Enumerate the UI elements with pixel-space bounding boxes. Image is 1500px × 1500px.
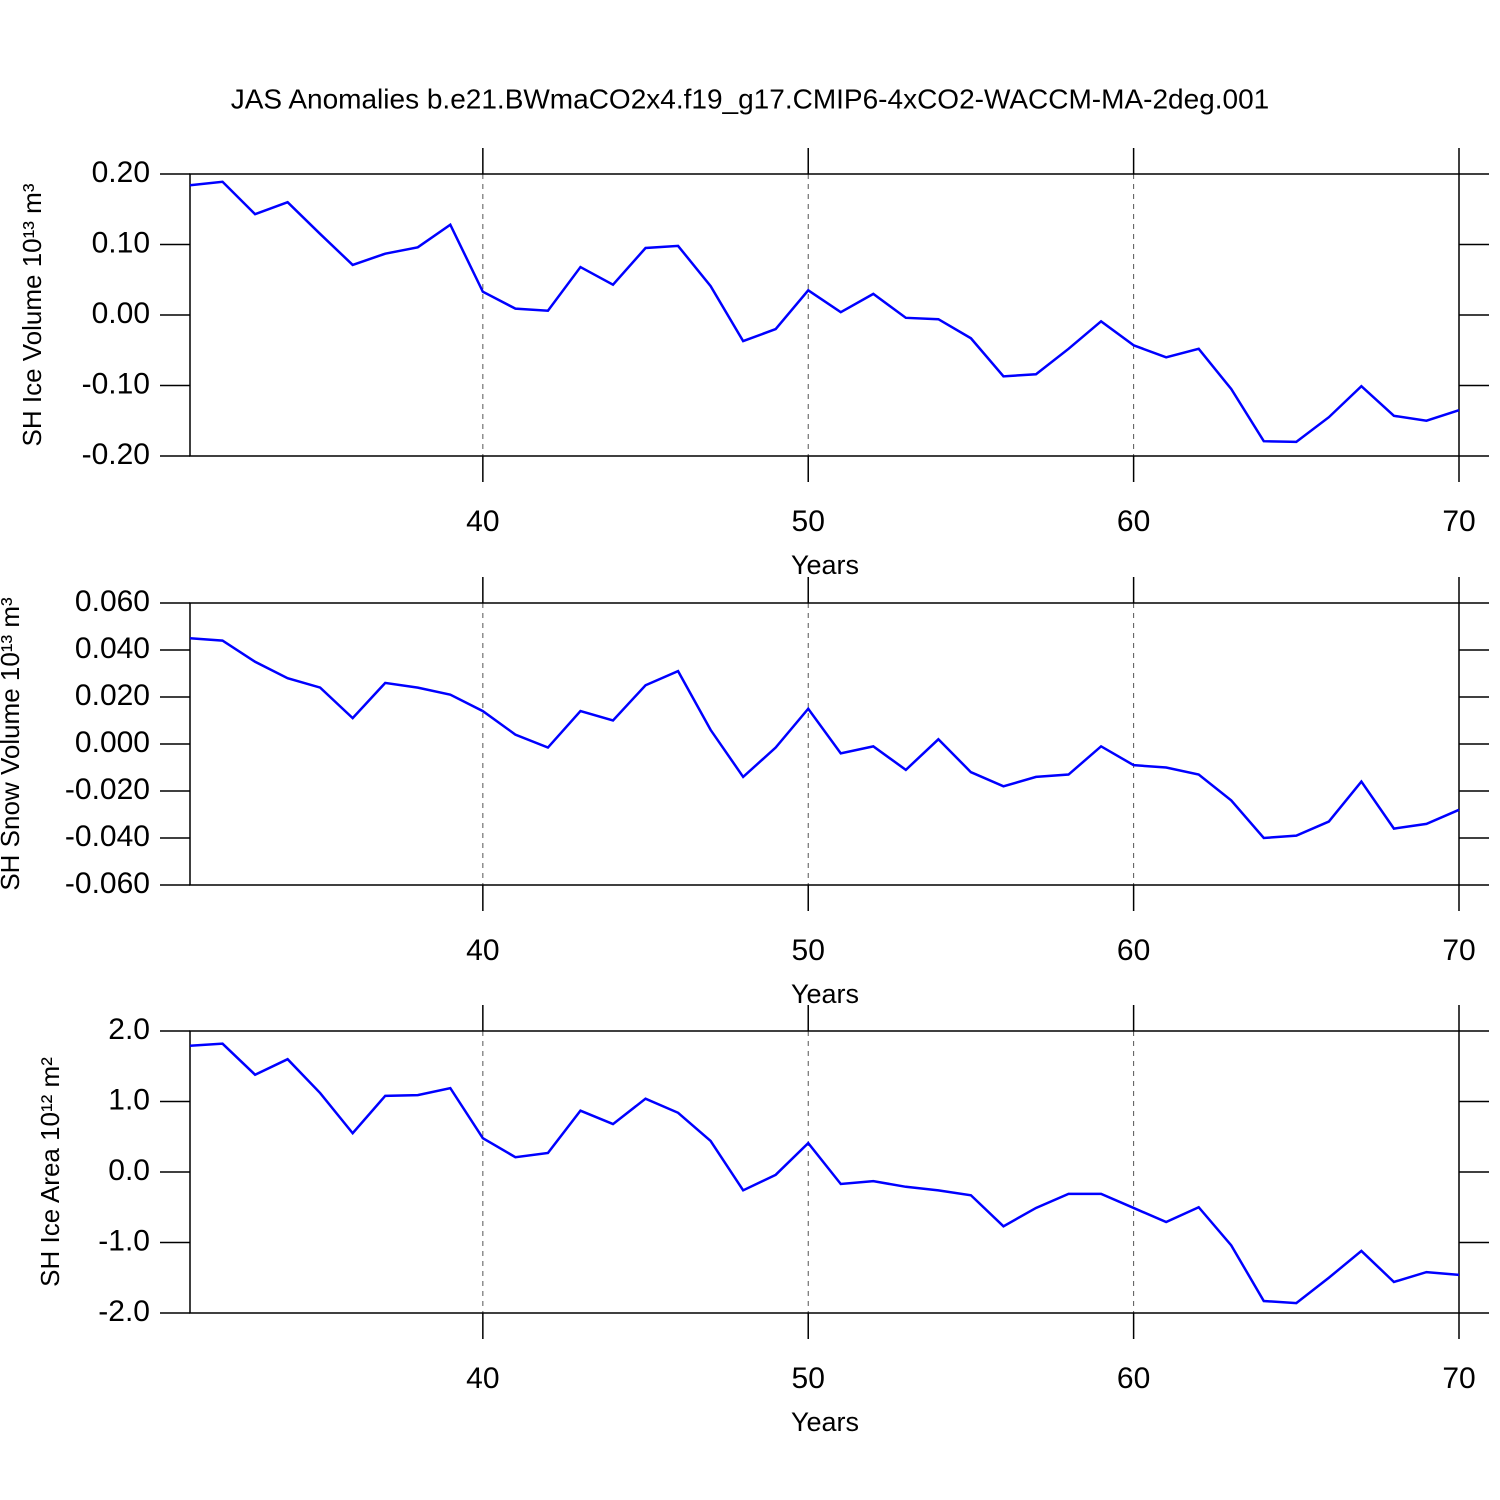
y-tick-label: -0.10 (82, 367, 150, 400)
x-tick-label: 40 (466, 1362, 499, 1395)
x-tick-label: 60 (1117, 505, 1150, 538)
y-tick-label: -0.20 (82, 438, 150, 471)
y-tick-label: 0.060 (75, 585, 150, 618)
y-tick-label: -2.0 (98, 1295, 150, 1328)
x-tick-label: 70 (1442, 934, 1475, 967)
plot-frame (189, 1030, 1460, 1314)
x-tick-label: 70 (1442, 1362, 1475, 1395)
y-tick-label: 0.20 (92, 156, 150, 189)
x-tick-label: 50 (792, 934, 825, 967)
figure-title: JAS Anomalies b.e21.BWmaCO2x4.f19_g17.CM… (231, 83, 1270, 114)
x-tick-label: 70 (1442, 505, 1475, 538)
y-tick-label: 0.040 (75, 632, 150, 665)
y-tick-label: 1.0 (108, 1083, 150, 1116)
data-line (189, 180, 1460, 444)
y-tick-label: 0.10 (92, 226, 150, 259)
x-tick-label: 50 (792, 505, 825, 538)
x-tick-label: 40 (466, 505, 499, 538)
y-tick-label: 0.00 (92, 297, 150, 330)
plot-frame (189, 173, 1460, 457)
x-axis-label: Years (791, 1407, 859, 1437)
panel: 40 50 60 70 -0.060 -0.040 -0.020 0.000 0.020 0.04… (0, 577, 1489, 1009)
plot-frame (189, 602, 1460, 886)
x-axis-label: Years (791, 979, 859, 1009)
y-axis-label: SH Ice Volume 10¹³ m³ (17, 183, 47, 446)
y-tick-label: 0.0 (108, 1154, 150, 1187)
x-tick-label: 50 (792, 1362, 825, 1395)
panel: 40 50 60 70 -2.0 -1.0 0.0 1.0 2.0 Years SH Ice Are… (35, 1005, 1489, 1437)
x-axis-label: Years (791, 550, 859, 580)
y-tick-label: 2.0 (108, 1013, 150, 1046)
data-line (189, 637, 1460, 840)
y-tick-label: -0.060 (65, 867, 150, 900)
data-line (189, 1042, 1460, 1305)
y-tick-label: 0.000 (75, 726, 150, 759)
y-axis-label: SH Snow Volume 10¹³ m³ (0, 597, 25, 891)
y-tick-label: 0.020 (75, 679, 150, 712)
x-tick-label: 40 (466, 934, 499, 967)
y-tick-label: -0.040 (65, 820, 150, 853)
y-tick-label: -0.020 (65, 773, 150, 806)
panel: 40 50 60 70 -0.20 -0.10 0.00 0.10 0.20 Years SH Ic… (17, 148, 1489, 580)
x-tick-label: 60 (1117, 934, 1150, 967)
x-tick-label: 60 (1117, 1362, 1150, 1395)
y-tick-label: -1.0 (98, 1224, 150, 1257)
y-axis-label: SH Ice Area 10¹² m² (35, 1057, 65, 1287)
